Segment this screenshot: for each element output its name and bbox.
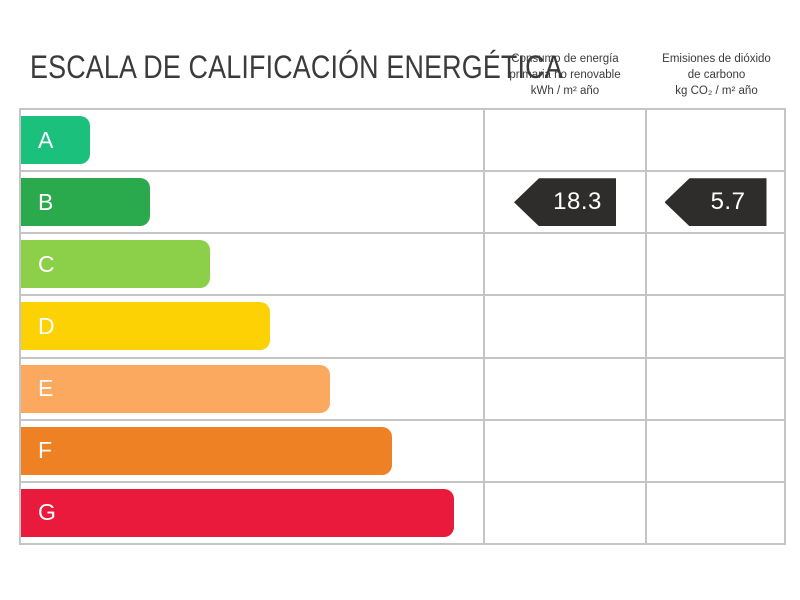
rating-bar-cell: B: [21, 172, 485, 233]
consumption-value-label: 18.3: [553, 188, 602, 216]
page-title: ESCALA DE CALIFICACIÓN ENERGÉTICA: [30, 49, 563, 85]
rating-scale-table: A B 18.3 5.7 C: [19, 108, 786, 545]
emissions-value-cell: [647, 483, 784, 543]
rating-row-d: D: [21, 296, 784, 359]
emissions-header-line-2: de carbono: [687, 69, 746, 81]
rating-bar-a: A: [21, 116, 90, 165]
consumption-header-line-2: primaria no renovable: [509, 69, 621, 81]
rating-letter: A: [38, 126, 54, 153]
consumption-value-cell: [485, 296, 647, 357]
rating-bar-g: G: [21, 488, 454, 537]
rating-bar-cell: C: [21, 234, 485, 295]
consumption-value-cell: [485, 482, 647, 543]
rating-row-e: E: [21, 358, 784, 421]
rating-bar-cell: D: [21, 296, 485, 357]
rating-letter: B: [38, 188, 54, 215]
emissions-header-line-1: Emisiones de dióxido: [662, 53, 771, 65]
emissions-value-cell: [647, 421, 784, 481]
consumption-value-arrow: 18.3: [514, 178, 616, 227]
emissions-value-cell: [647, 359, 784, 419]
rating-row-b: B 18.3 5.7: [21, 172, 784, 235]
emissions-value-arrow: 5.7: [664, 178, 767, 227]
consumption-value-cell: [485, 420, 647, 481]
consumption-header-line-1: Consumo de energía: [511, 53, 619, 65]
consumption-value-cell: [485, 358, 647, 419]
rating-row-c: C: [21, 234, 784, 297]
emissions-value-cell: 5.7: [647, 172, 784, 232]
consumption-header-unit: kWh / m² año: [530, 85, 600, 97]
consumption-value-cell: [485, 110, 647, 171]
emissions-value-cell: [647, 234, 784, 294]
rating-letter: C: [38, 250, 55, 277]
rating-row-f: F: [21, 420, 784, 483]
emissions-value-cell: [647, 110, 784, 170]
emissions-value-cell: [647, 296, 784, 356]
consumption-column-header: Consumo de energía primaria no renovable…: [483, 51, 647, 99]
emissions-value-label: 5.7: [710, 188, 746, 216]
rating-bar-cell: A: [21, 110, 485, 171]
rating-row-g: G: [21, 482, 784, 543]
rating-bar-cell: G: [21, 482, 485, 543]
rating-bar-cell: E: [21, 358, 485, 419]
rating-bar-cell: F: [21, 420, 485, 481]
rating-bar-c: C: [21, 240, 210, 289]
consumption-value-cell: 18.3: [485, 172, 647, 233]
emissions-column-header: Emisiones de dióxido de carbono kg CO₂ /…: [647, 51, 786, 99]
rating-letter: G: [38, 499, 56, 526]
rating-letter: F: [38, 437, 53, 464]
consumption-value-cell: [485, 234, 647, 295]
rating-bar-b: B: [21, 178, 150, 227]
rating-row-a: A: [21, 110, 784, 173]
rating-bar-e: E: [21, 364, 330, 413]
emissions-header-unit: kg CO₂ / m² año: [675, 85, 758, 97]
rating-bar-f: F: [21, 426, 392, 475]
rating-letter: D: [38, 312, 55, 339]
rating-letter: E: [38, 375, 54, 402]
rating-bar-d: D: [21, 302, 270, 351]
